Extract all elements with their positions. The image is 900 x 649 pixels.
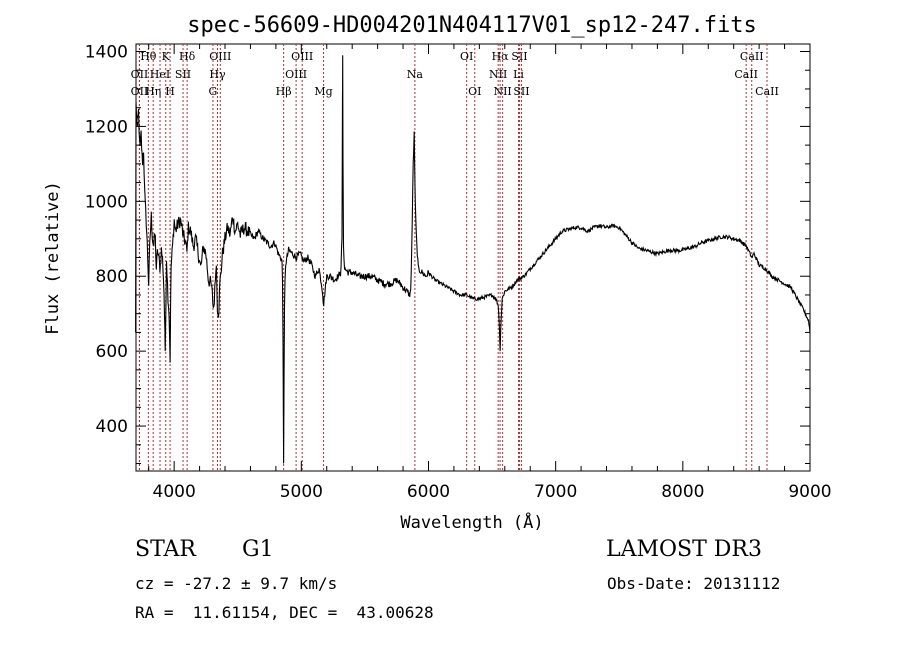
object-subclass: G1 [242,537,274,562]
x-tick-label: 9000 [788,482,831,502]
axis-ticks: 4000 5000 6000 7000 8000 9000 400 600 800 1000 120… [85,42,832,502]
x-tick-label: 4000 [153,482,196,502]
line-marker-label: OIII [209,50,231,63]
line-marker-label: Hγ [209,68,226,81]
y-axis-label: Flux (relative) [43,181,63,335]
line-marker-label: OIII [291,50,313,63]
line-marker-label: Li [513,68,524,81]
line-marker-label: OI [468,85,481,98]
spectrum-line [135,55,811,464]
obs-date: Obs-Date: 20131112 [607,574,781,593]
line-marker-label: Hβ [276,85,292,98]
line-marker-label: Hη [145,85,161,98]
y-tick-label: 1200 [85,117,128,137]
line-marker-label: SII [511,50,527,63]
line-marker-label: CaII [740,50,764,63]
y-tick-label: 1400 [85,42,128,62]
redshift-info: cz = -27.2 ± 9.7 km/s [135,574,338,593]
x-axis-label: Wavelength (Å) [400,511,543,533]
line-marker-label: OII [131,68,149,81]
line-marker-label: OII [131,85,149,98]
x-tick-label: 6000 [407,482,450,502]
chart-title: spec-56609-HD004201N404117V01_sp12-247.f… [187,13,757,38]
line-marker-label: CaII [755,85,779,98]
line-marker-label: OIII [285,68,307,81]
line-marker-label: NII [493,85,511,98]
line-marker-label: CaII [734,68,758,81]
object-class: STAR [135,537,196,562]
line-marker-label: G [209,85,218,98]
y-tick-label: 600 [96,342,128,362]
coordinates: RA = 11.61154, DEC = 43.00628 [135,603,434,622]
line-marker-label: Hα [492,50,510,63]
line-marker-label: K [162,50,171,63]
x-tick-label: 5000 [280,482,323,502]
line-marker-label: OI [460,50,473,63]
line-marker-label: Hδ [179,50,196,63]
line-marker-label: SII [513,85,529,98]
line-marker-label: Na [407,68,424,81]
survey-name: LAMOST DR3 [606,537,762,562]
plot-frame [135,43,811,472]
x-tick-label: 7000 [534,482,577,502]
line-marker-label: H [165,85,175,98]
x-tick-label: 8000 [661,482,704,502]
y-tick-label: 400 [96,417,128,437]
line-marker-label: NII [489,68,507,81]
y-tick-label: 1000 [85,192,128,212]
line-marker-label: HeI [150,68,170,81]
y-tick-label: 800 [96,267,128,287]
line-marker-label: Mg [314,85,332,98]
line-marker-label: SII [175,68,191,81]
